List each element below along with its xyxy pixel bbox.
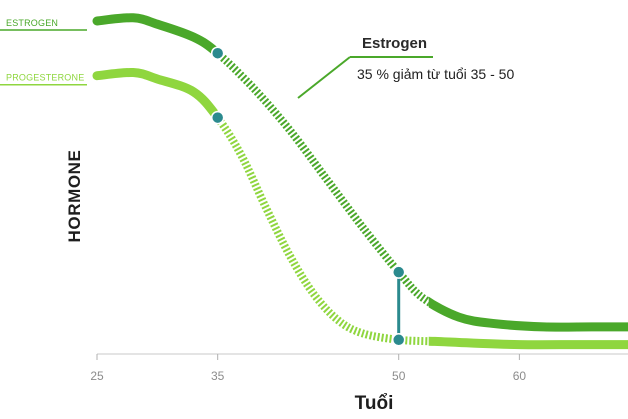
marker-progesterone-50: [391, 333, 406, 347]
x-axis-title: Tuổi: [355, 393, 394, 414]
series-line-progesterone: [92, 67, 628, 350]
series-label-progesterone: PROGESTERONE: [6, 73, 84, 83]
annotation-text: 35 % giảm từ tuổi 35 - 50: [357, 66, 514, 82]
series-line-dashed-estrogen: [217, 47, 429, 307]
series-line-estrogen: [92, 13, 628, 332]
series-labels: ESTROGEN PROGESTERONE: [0, 18, 87, 86]
x-tick-label-35: 35: [211, 369, 225, 383]
annotation-title: Estrogen: [362, 35, 427, 52]
x-tick-label-25: 25: [90, 369, 104, 383]
marker-estrogen-50: [391, 265, 406, 279]
marker-progesterone-35: [210, 110, 225, 125]
series-label-estrogen: ESTROGEN: [6, 18, 58, 28]
x-ticks: 25 35 50 60: [90, 354, 526, 383]
series-layer: [92, 13, 628, 350]
series-line-dashed-progesterone: [217, 110, 429, 346]
y-axis-title: HORMONE: [65, 150, 84, 243]
x-tick-label-60: 60: [513, 369, 527, 383]
x-tick-label-50: 50: [392, 369, 406, 383]
annotation-leader-line: [297, 56, 351, 99]
marker-estrogen-35: [210, 46, 225, 60]
